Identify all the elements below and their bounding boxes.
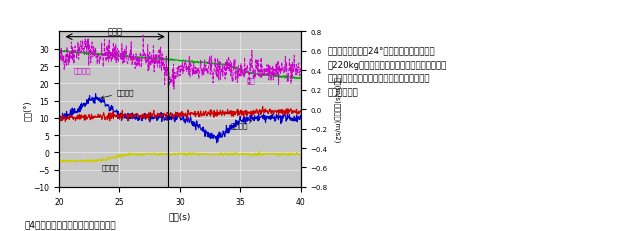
Y-axis label: 角度(°): 角度(°) [23, 100, 32, 120]
Text: 回行部: 回行部 [108, 27, 123, 36]
Text: ロール角: ロール角 [101, 163, 118, 170]
X-axis label: 時間(s): 時間(s) [169, 211, 191, 220]
Text: 速度: 速度 [246, 77, 255, 84]
Text: 前加速度: 前加速度 [101, 89, 135, 99]
Text: 横加速度: 横加速度 [231, 121, 252, 128]
Y-axis label: 速度(m/s)、加速度(m/s2): 速度(m/s)、加速度(m/s2) [334, 77, 340, 143]
Text: 注）軌条最大傾斜24°の回行部で、荷物台車
（220kg積載）を連結し、けん引車の降坂ブレ
ーキを解除し変速位置を中立として、下り自
由走行した。: 注）軌条最大傾斜24°の回行部で、荷物台車 （220kg積載）を連結し、けん引車… [328, 46, 448, 97]
Text: 図4　下り自由走行時の速度・加速度: 図4 下り自由走行時の速度・加速度 [25, 220, 117, 229]
Text: ビッチ角: ビッチ角 [73, 67, 91, 73]
